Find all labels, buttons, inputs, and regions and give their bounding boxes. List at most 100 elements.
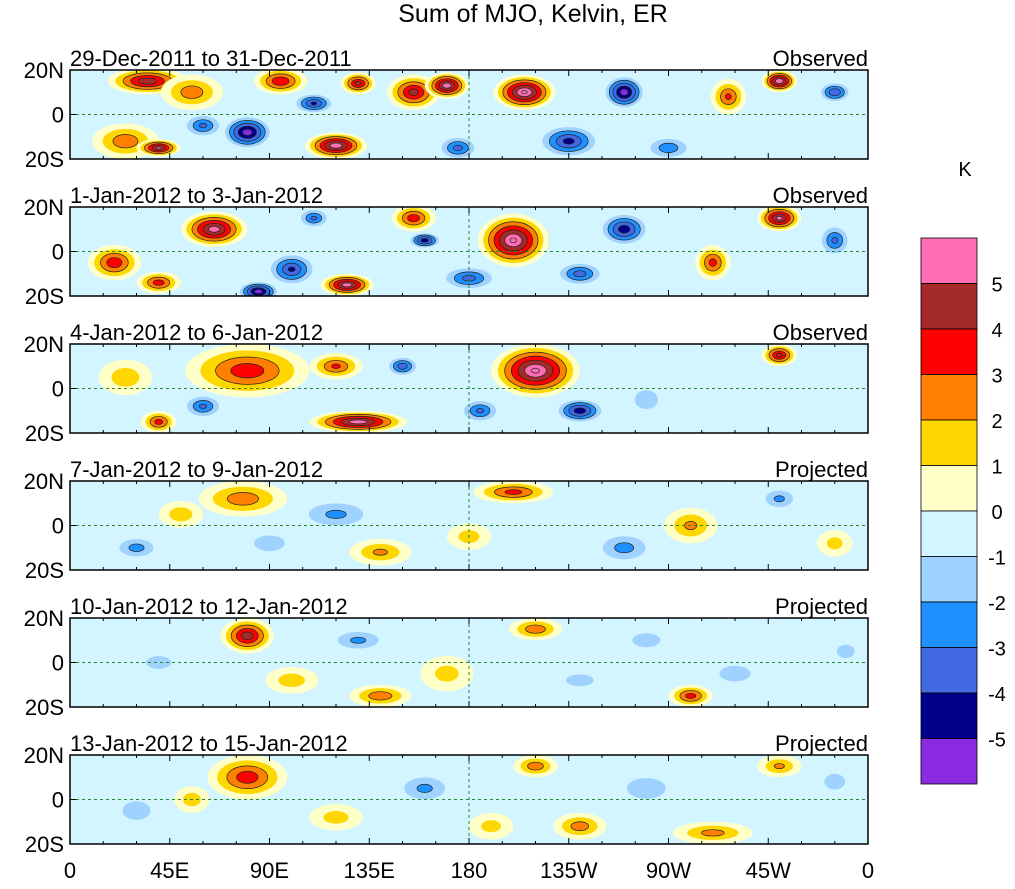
anomaly-contour (701, 829, 725, 837)
anomaly-contour (287, 266, 296, 272)
colorbar: K 5 4 3 2 1 0 -1 -2 -3 -4 -5 (920, 159, 1006, 785)
colorbar-tick-label: -5 (988, 730, 1006, 752)
anomaly-contour (773, 763, 785, 770)
anomaly-contour (725, 93, 732, 101)
anomaly-contour (435, 665, 459, 682)
panel-date-range: 1-Jan-2012 to 3-Jan-2012 (70, 183, 323, 208)
anomaly-contour (138, 77, 158, 85)
anomaly-contour (242, 128, 253, 136)
anomaly-contour (169, 507, 193, 522)
panel-3: 20N 0 20S 4-Jan-2012 to 6-Jan-2012 Observed (24, 320, 869, 446)
anomaly-contour (566, 674, 594, 687)
x-tick-label: 90W (646, 858, 691, 883)
y-tick-label: 20N (24, 195, 64, 220)
anomaly-contour (152, 279, 165, 286)
anomaly-contour (350, 636, 367, 644)
colorbar-tick-label: 3 (991, 366, 1002, 388)
anomaly-contour (619, 88, 629, 96)
colorbar-units: K (958, 159, 972, 181)
anomaly-contour (368, 691, 393, 701)
panel-status: Observed (773, 183, 868, 208)
anomaly-field (109, 481, 853, 566)
colorbar-tick-label: 5 (991, 275, 1002, 297)
anomaly-contour (407, 214, 420, 223)
anomaly-contour (824, 773, 846, 790)
panel-date-range: 4-Jan-2012 to 6-Jan-2012 (70, 320, 323, 345)
anomaly-contour (626, 777, 666, 799)
anomaly-contour (481, 820, 502, 833)
anomaly-contour (509, 237, 517, 244)
anomaly-contour (685, 692, 697, 699)
anomaly-contour (106, 257, 123, 269)
anomaly-contour (278, 673, 305, 687)
anomaly-contour (452, 144, 463, 152)
x-axis: 0 45E 90E 135E 180 135W 90W 45W 0 (64, 858, 874, 883)
chart-title: Sum of MJO, Kelvin, ER (398, 0, 668, 28)
anomaly-field (87, 207, 853, 296)
panel-date-range: 7-Jan-2012 to 9-Jan-2012 (70, 457, 323, 482)
anomaly-field (132, 618, 864, 707)
anomaly-contour (329, 142, 343, 149)
colorbar-tick-label: -4 (988, 684, 1006, 706)
y-tick-label: 20N (24, 606, 64, 631)
anomaly-field (98, 344, 798, 433)
colorbar-box (920, 738, 978, 785)
colorbar-box (920, 237, 978, 284)
anomaly-contour (325, 509, 347, 519)
anomaly-contour (146, 656, 172, 669)
anomaly-contour (349, 419, 368, 425)
anomaly-contour (372, 548, 388, 556)
x-tick-label: 90E (250, 858, 289, 883)
colorbar-tick-label: -2 (988, 593, 1006, 615)
anomaly-contour (527, 761, 544, 771)
anomaly-contour (531, 367, 540, 374)
anomaly-contour (323, 810, 349, 824)
colorbar-tick-label: -3 (988, 639, 1006, 661)
y-tick-label: 0 (52, 514, 64, 539)
colorbar-box (920, 328, 978, 375)
y-tick-label: 20S (25, 832, 64, 857)
chart-panels: 20N 0 20S 29-Dec-2011 to 31-Dec-2011 Observe… (24, 46, 869, 857)
anomaly-contour (618, 225, 631, 234)
colorbar-box (920, 692, 978, 739)
anomaly-contour (828, 88, 841, 97)
colorbar-tick-label: 2 (991, 411, 1002, 433)
anomaly-contour (254, 289, 263, 294)
x-tick-label: 0 (862, 858, 874, 883)
anomaly-contour (236, 770, 259, 784)
anomaly-contour (112, 134, 139, 149)
anomaly-contour (208, 225, 220, 233)
anomaly-contour (180, 85, 204, 99)
anomaly-contour (504, 489, 523, 495)
anomaly-contour (331, 363, 341, 369)
x-tick-label: 45W (746, 858, 791, 883)
anomaly-contour (775, 215, 783, 221)
anomaly-contour (658, 142, 679, 153)
x-tick-label: 135W (540, 858, 598, 883)
anomaly-contour (354, 81, 362, 86)
anomaly-contour (420, 238, 429, 243)
colorbar-tick-label: 0 (991, 502, 1002, 524)
colorbar-box (920, 510, 978, 557)
panel-6: 20N 0 20S 13-Jan-2012 to 15-Jan-2012 Project… (24, 731, 869, 857)
panel-status: Projected (775, 457, 868, 482)
anomaly-contour (573, 407, 586, 414)
x-tick-label: 135E (344, 858, 395, 883)
anomaly-contour (573, 270, 587, 278)
anomaly-contour (614, 542, 635, 554)
anomaly-contour (831, 237, 839, 244)
colorbar-box (920, 601, 978, 648)
colorbar-box (920, 374, 978, 421)
panel-date-range: 10-Jan-2012 to 12-Jan-2012 (70, 594, 348, 619)
y-tick-label: 20S (25, 695, 64, 720)
anomaly-contour (226, 492, 259, 506)
panel-4: 20N 0 20S 7-Jan-2012 to 9-Jan-2012 Projected (24, 457, 869, 583)
y-tick-label: 0 (52, 651, 64, 676)
anomaly-contour (198, 123, 208, 129)
anomaly-contour (775, 78, 784, 84)
x-tick-label: 45E (150, 858, 189, 883)
anomaly-contour (521, 90, 528, 95)
anomaly-contour (253, 535, 286, 552)
colorbar-box (920, 647, 978, 694)
anomaly-contour (341, 282, 353, 288)
